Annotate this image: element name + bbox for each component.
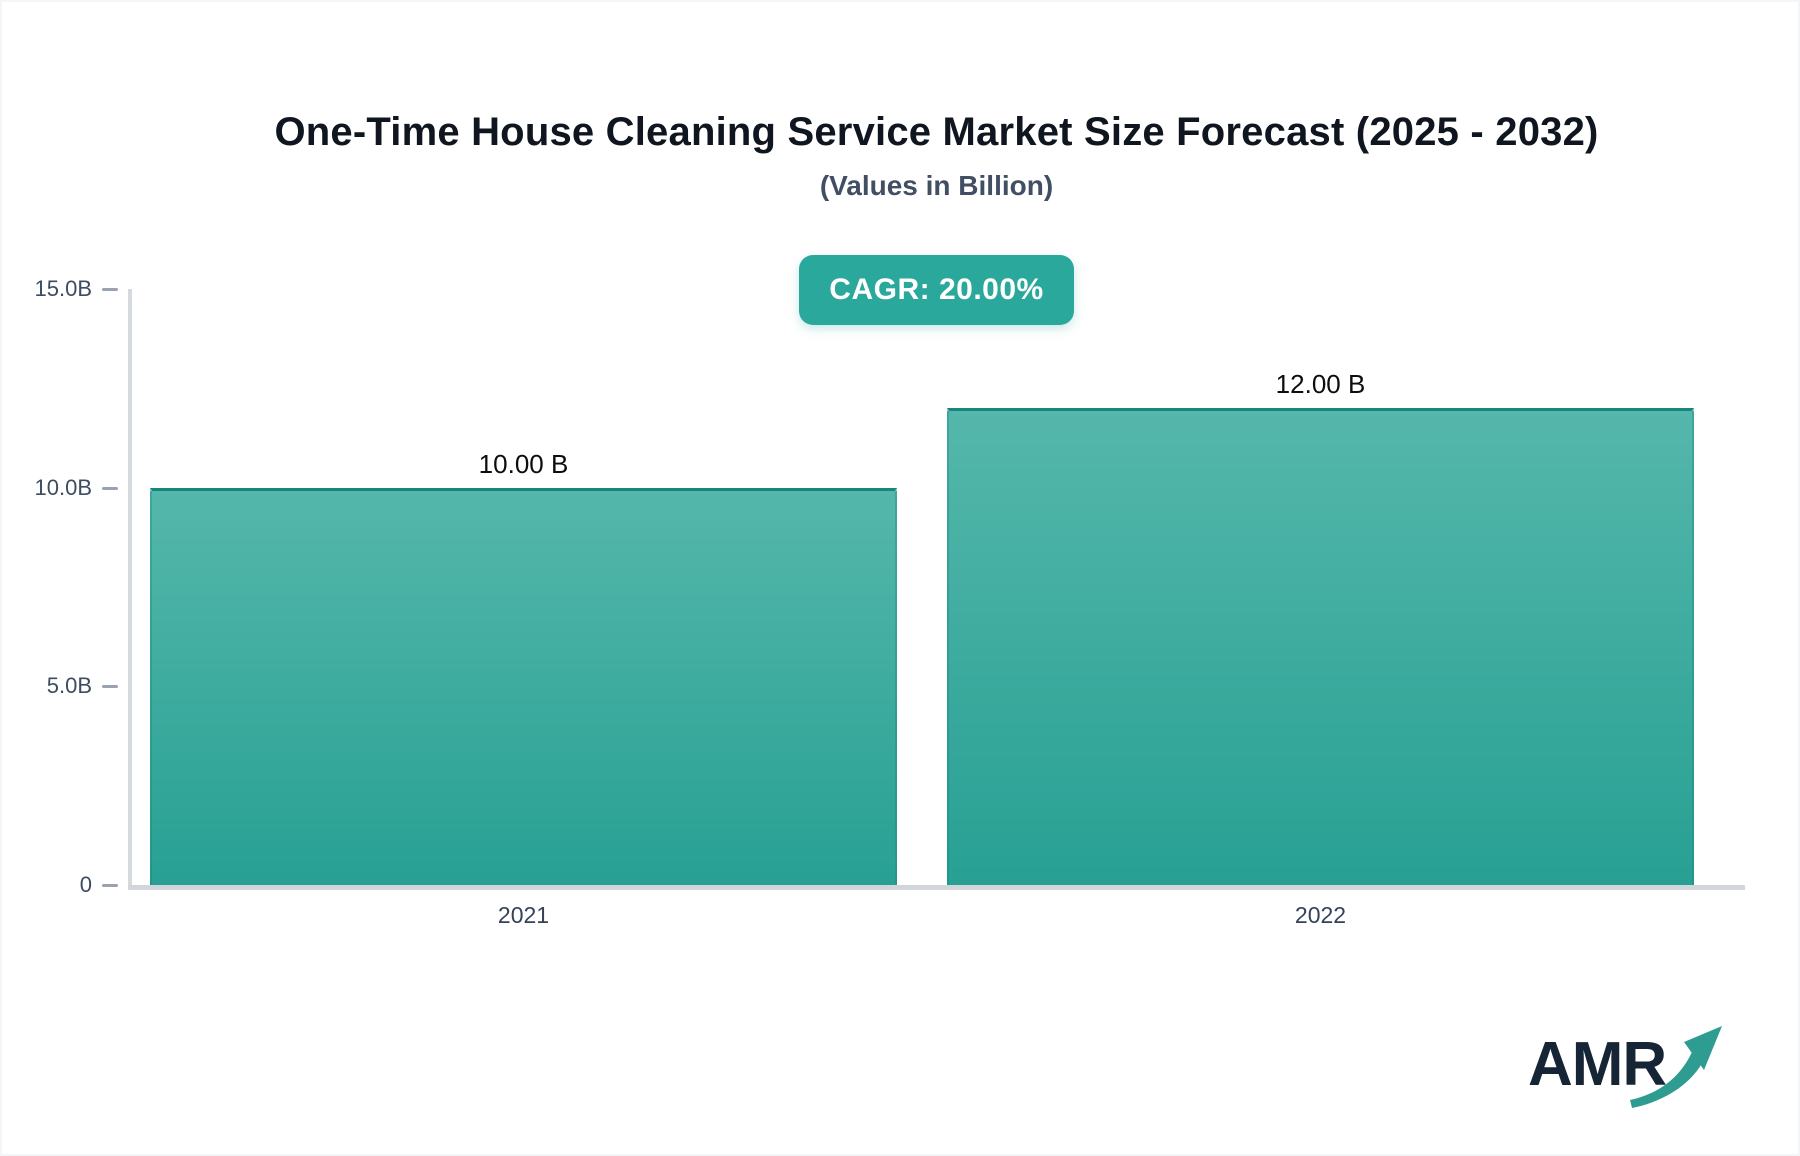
y-axis-line xyxy=(128,289,132,889)
x-axis-line xyxy=(128,885,1745,890)
x-axis-label: 2021 xyxy=(497,902,550,928)
bar-2021 xyxy=(150,487,897,885)
bar-value-label: 10.00 B xyxy=(478,448,569,479)
y-tick-mark xyxy=(102,884,118,887)
amr-logo: AMR xyxy=(1528,1022,1724,1108)
growth-arrow-icon xyxy=(1630,1026,1722,1108)
cagr-badge: CAGR: 20.00% xyxy=(799,255,1074,325)
bar-2022 xyxy=(947,408,1694,885)
chart-subtitle: (Values in Billion) xyxy=(819,170,1054,201)
chart-title: One-Time House Cleaning Service Market S… xyxy=(274,110,1599,154)
y-tick-label: 0 xyxy=(79,872,92,897)
y-tick-label: 5.0B xyxy=(46,673,92,699)
amr-logo-text: AMR xyxy=(1528,1030,1667,1099)
y-tick-mark xyxy=(102,486,118,490)
y-tick-mark xyxy=(102,288,118,291)
x-axis-label: 2022 xyxy=(1294,902,1347,928)
y-tick-label: 15.0B xyxy=(34,276,93,301)
cagr-badge-row: CAGR: 20.00% xyxy=(128,255,1745,325)
bar-value-label: 12.00 B xyxy=(1275,369,1366,400)
y-tick-mark xyxy=(102,685,118,689)
y-tick-label: 10.0B xyxy=(34,474,93,500)
